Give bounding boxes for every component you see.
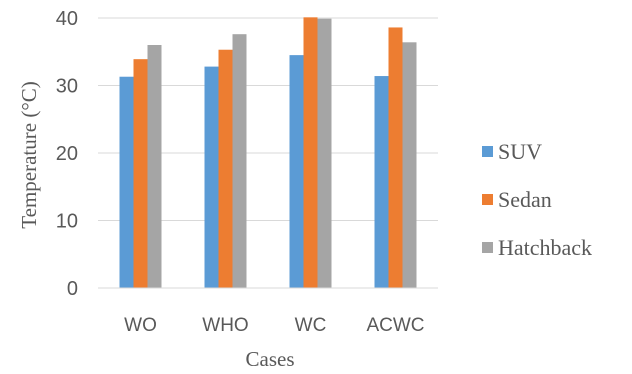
y-tick-label: 10 — [56, 211, 78, 233]
legend-label: Sedan — [498, 187, 552, 212]
x-axis-ticks: WO WHO WC ACWC — [124, 315, 424, 336]
y-axis-title: Temperature (°C) — [17, 81, 41, 228]
y-tick-label: 30 — [56, 76, 78, 98]
x-axis-title: Cases — [246, 347, 295, 371]
bar-sedan-wo — [133, 59, 148, 288]
bar-suv-wo — [119, 76, 134, 288]
bar-sedan-acwc — [388, 27, 403, 288]
bar-hatchback-wc — [317, 18, 332, 289]
legend: SUV Sedan Hatchback — [482, 139, 592, 260]
bar-sedan-who — [218, 49, 233, 288]
bar-sedan-wc — [303, 17, 318, 288]
y-tick-label: 40 — [56, 8, 78, 30]
legend-swatch-sedan — [482, 194, 493, 205]
bar-suv-wc — [289, 55, 304, 288]
bars — [119, 17, 417, 289]
x-tick-label: ACWC — [366, 315, 424, 336]
legend-swatch-suv — [482, 146, 493, 157]
x-tick-label: WC — [295, 315, 327, 336]
y-axis-ticks: 0 10 20 30 40 — [56, 8, 78, 300]
y-tick-label: 20 — [56, 143, 78, 165]
bar-hatchback-who — [232, 34, 247, 289]
bar-hatchback-acwc — [402, 42, 417, 288]
x-tick-label: WHO — [202, 315, 248, 336]
legend-label: SUV — [498, 139, 542, 164]
bar-hatchback-wo — [147, 45, 162, 288]
legend-label: Hatchback — [498, 235, 592, 260]
legend-swatch-hatchback — [482, 242, 493, 253]
x-tick-label: WO — [124, 315, 157, 336]
bar-suv-acwc — [374, 76, 389, 288]
bar-suv-who — [204, 66, 219, 288]
y-tick-label: 0 — [67, 278, 78, 300]
